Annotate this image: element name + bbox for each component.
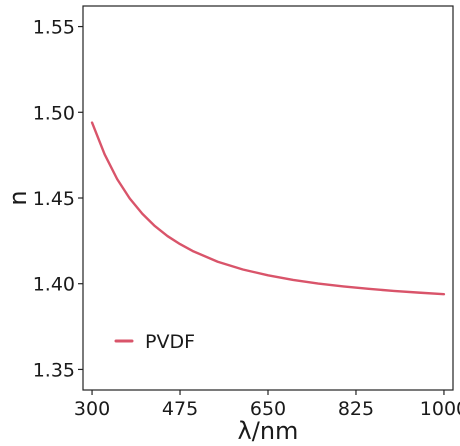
- x-tick-label: 825: [338, 398, 374, 420]
- x-axis-title: λ/nm: [238, 417, 299, 445]
- series-line-pvdf: [90, 121, 446, 296]
- plot-panel: [82, 5, 454, 391]
- legend-label-pvdf: PVDF: [145, 331, 195, 353]
- y-axis-title: n: [4, 190, 32, 205]
- y-tick-label: 1.55: [33, 17, 75, 39]
- y-tick-label: 1.50: [33, 102, 75, 124]
- legend: PVDF: [114, 331, 195, 353]
- x-tick-label: 475: [162, 398, 198, 420]
- x-axis: 300 475 650 825 1000: [74, 390, 460, 420]
- y-axis: 1.35 1.40 1.45 1.50 1.55: [33, 17, 83, 381]
- x-tick-label: 300: [74, 398, 110, 420]
- y-tick-label: 1.40: [33, 274, 75, 296]
- y-tick-label: 1.35: [33, 359, 75, 381]
- x-tick-label: 1000: [420, 398, 460, 420]
- y-tick-label: 1.45: [33, 188, 75, 210]
- series-layer: [90, 121, 446, 296]
- x-tick-label: 650: [250, 398, 286, 420]
